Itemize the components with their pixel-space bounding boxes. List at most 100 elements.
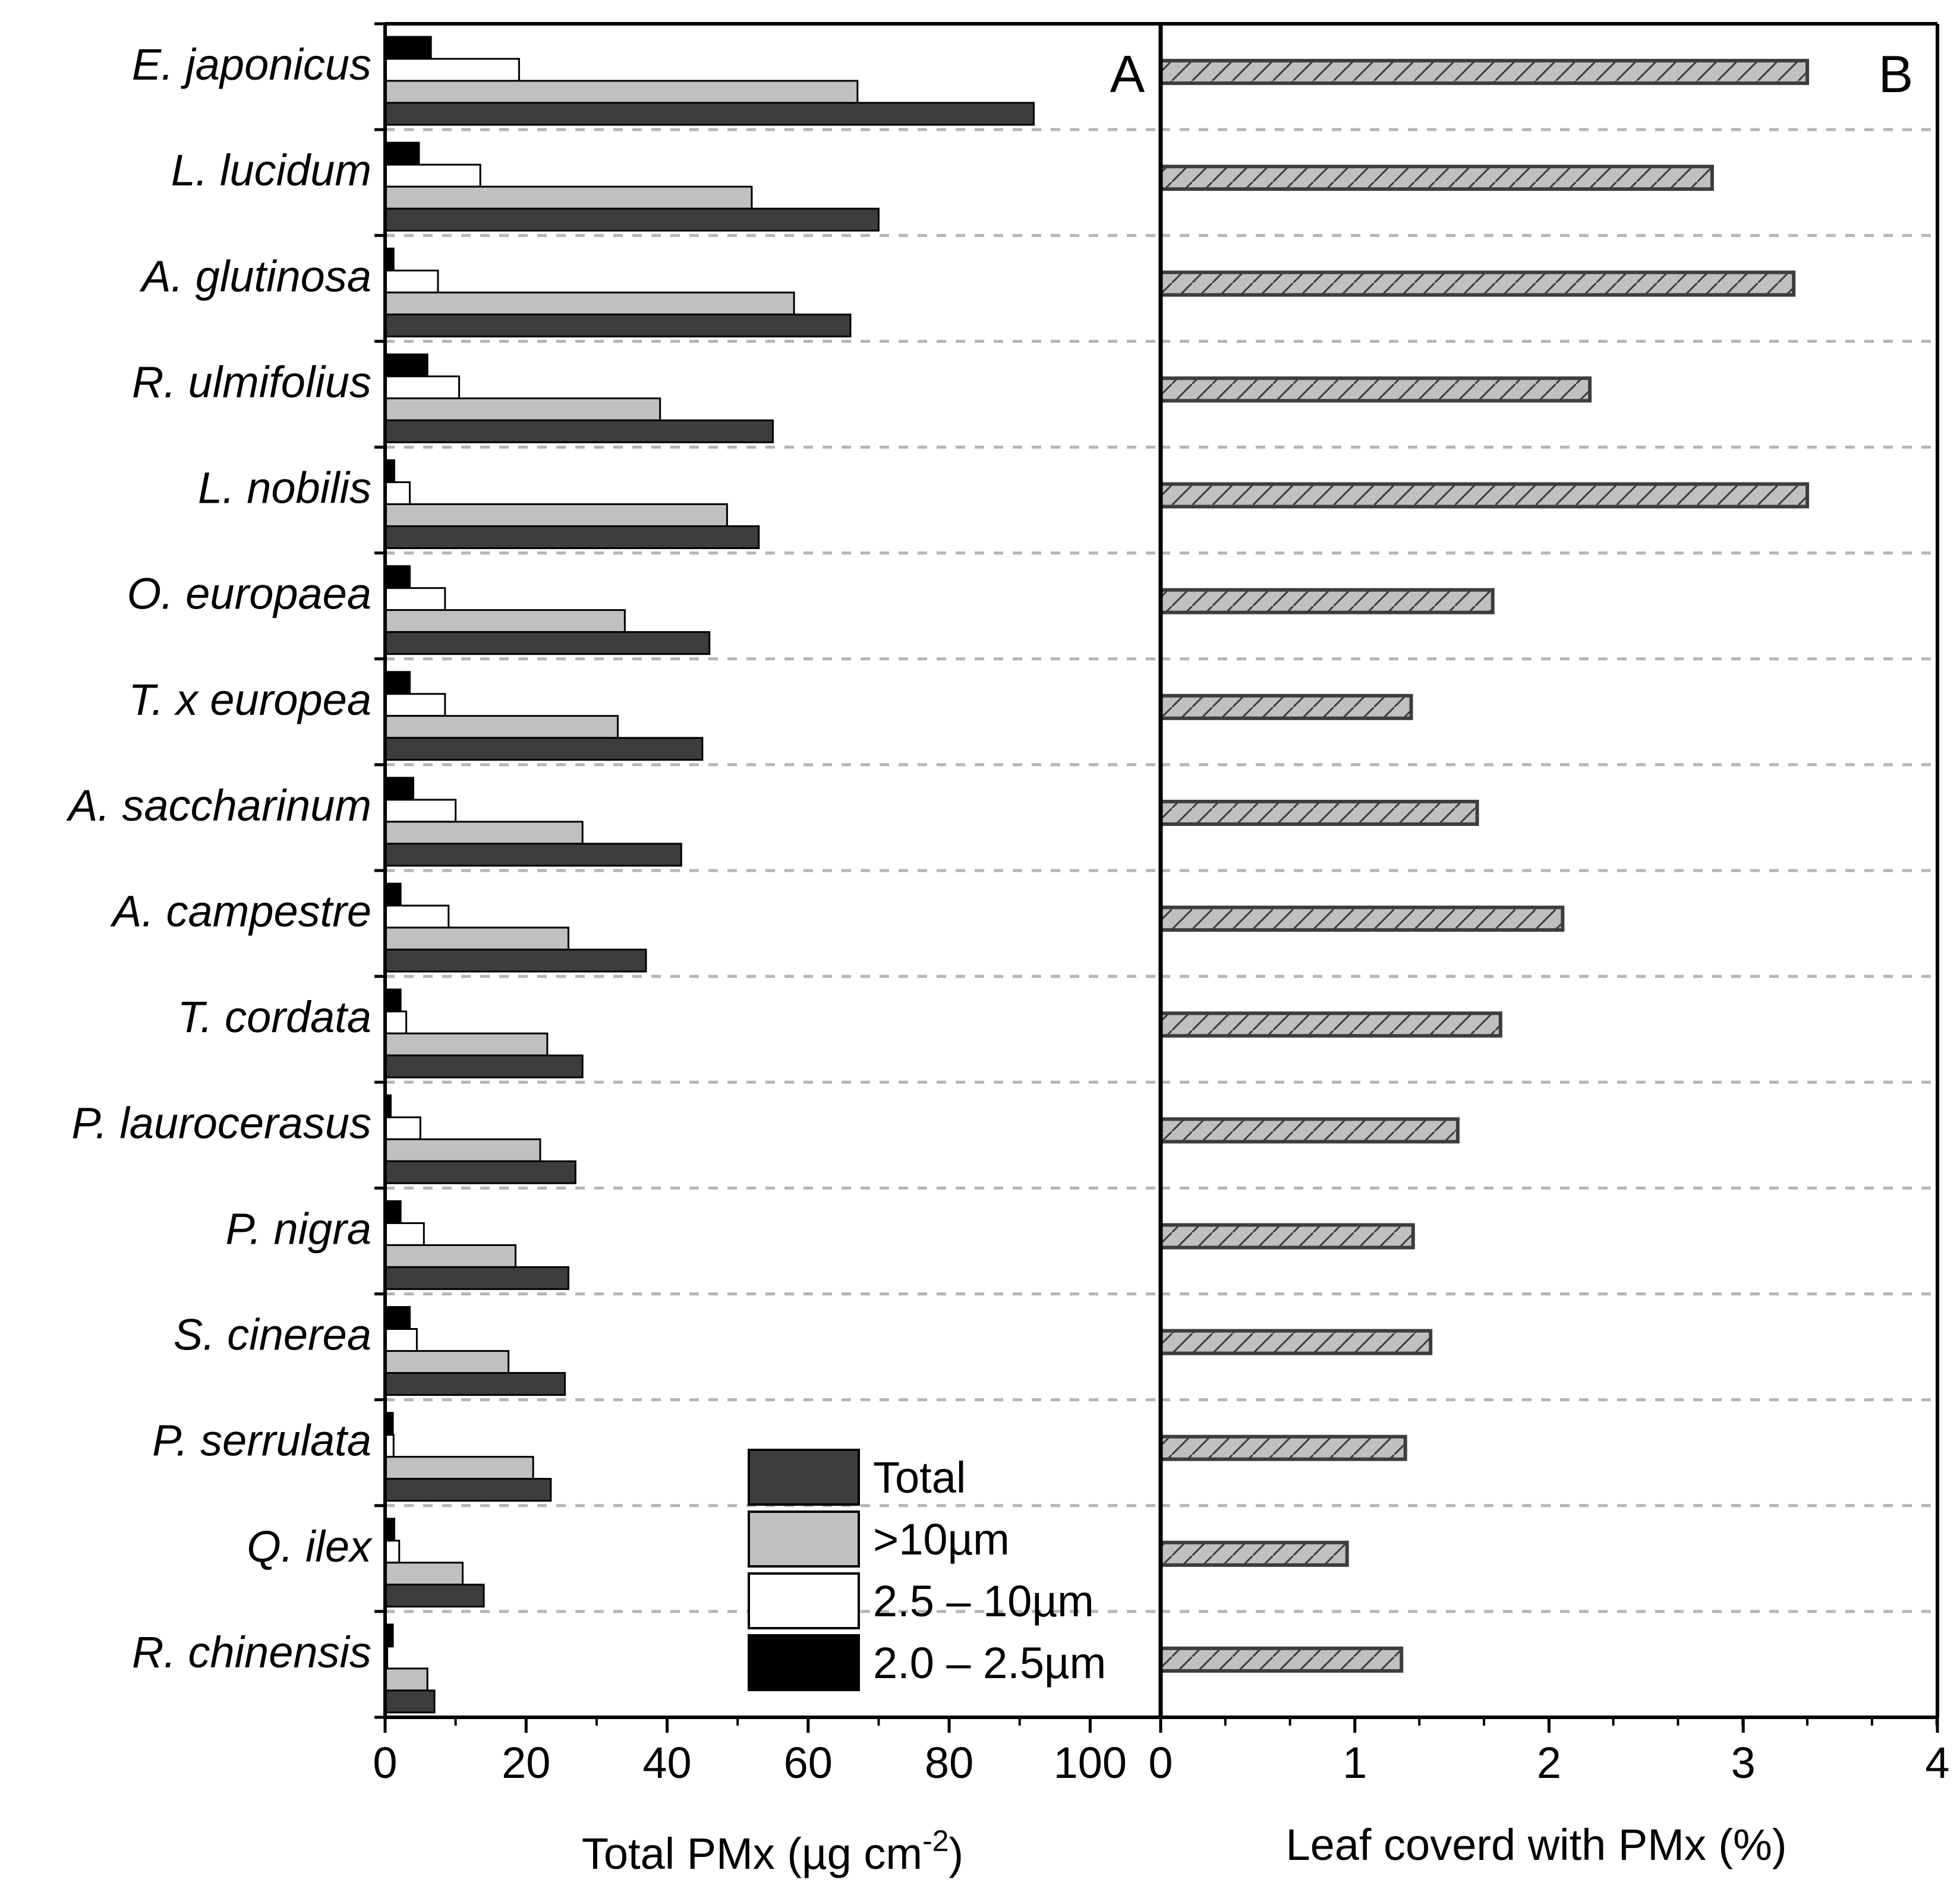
bar-a-2_0-2_5-1 bbox=[384, 141, 420, 166]
bar-b-8 bbox=[1159, 906, 1565, 932]
bar-a-gt10-10 bbox=[384, 1138, 541, 1162]
species-label: R. chinensis bbox=[132, 1628, 371, 1677]
species-label: T. x europea bbox=[128, 675, 371, 724]
bar-a-total-12 bbox=[384, 1372, 566, 1396]
bar-a-2_5-10-5 bbox=[384, 587, 446, 611]
bar-a-2_0-2_5-9 bbox=[384, 988, 402, 1013]
x-tick-label-a: 40 bbox=[642, 1738, 691, 1787]
species-label: A. campestre bbox=[110, 887, 371, 936]
species-label: A. saccharinum bbox=[66, 781, 371, 830]
bar-b-2 bbox=[1159, 270, 1796, 297]
species-label: A. glutinosa bbox=[139, 251, 371, 301]
bar-a-total-5 bbox=[384, 631, 711, 655]
bar-a-total-13 bbox=[384, 1478, 552, 1502]
bar-b-5 bbox=[1159, 588, 1495, 614]
x-axis-title-a: Total PMx (µg cm-2) bbox=[582, 1824, 963, 1878]
x-axis-title-a-text: Total PMx (µg cm bbox=[582, 1829, 922, 1878]
bar-a-2_0-2_5-11 bbox=[384, 1200, 402, 1224]
species-label: P. serrulata bbox=[152, 1416, 371, 1465]
bar-b-13 bbox=[1159, 1434, 1407, 1461]
bar-a-total-2 bbox=[384, 313, 852, 338]
panel-b-bars bbox=[1159, 59, 1810, 1673]
legend-label-3: 2.0 – 2.5µm bbox=[873, 1638, 1106, 1688]
bar-a-2_5-10-0 bbox=[384, 58, 520, 82]
species-label: Q. ilex bbox=[247, 1522, 373, 1571]
axes-layer bbox=[374, 22, 1939, 1733]
bar-a-2_0-2_5-3 bbox=[384, 353, 428, 377]
bar-a-2_5-10-1 bbox=[384, 163, 481, 188]
bar-a-gt10-8 bbox=[384, 926, 569, 951]
bar-a-total-14 bbox=[384, 1584, 485, 1608]
bar-a-gt10-13 bbox=[384, 1456, 534, 1480]
bar-b-7 bbox=[1159, 799, 1479, 826]
bar-b-14 bbox=[1159, 1540, 1349, 1567]
bar-b-4 bbox=[1159, 482, 1810, 509]
species-label: P. laurocerasus bbox=[71, 1098, 371, 1147]
bar-a-2_5-10-9 bbox=[384, 1010, 408, 1035]
legend-label-0: Total bbox=[873, 1453, 966, 1502]
bar-a-total-8 bbox=[384, 948, 647, 973]
bar-a-2_5-10-8 bbox=[384, 904, 450, 929]
x-axis-title-a-suffix: ) bbox=[949, 1829, 963, 1878]
species-label: O. europaea bbox=[127, 569, 371, 619]
species-label: S. cinerea bbox=[174, 1310, 371, 1360]
species-label: E. japonicus bbox=[132, 40, 371, 89]
bar-a-2_5-10-12 bbox=[384, 1328, 418, 1352]
x-tick-label-b: 2 bbox=[1537, 1738, 1561, 1787]
bar-a-total-1 bbox=[384, 207, 880, 232]
bar-a-total-3 bbox=[384, 419, 774, 443]
bar-a-gt10-12 bbox=[384, 1350, 510, 1374]
bar-a-gt10-2 bbox=[384, 291, 795, 316]
x-tick-label-b: 1 bbox=[1343, 1738, 1367, 1787]
legend-swatch-2 bbox=[748, 1572, 860, 1629]
bar-a-gt10-3 bbox=[384, 397, 661, 421]
bar-a-total-7 bbox=[384, 843, 682, 867]
bar-a-2_0-2_5-12 bbox=[384, 1306, 411, 1330]
x-tick-label-a: 20 bbox=[502, 1738, 550, 1787]
bar-a-total-9 bbox=[384, 1054, 584, 1079]
legend-label-1: >10µm bbox=[873, 1515, 1010, 1564]
bar-a-2_5-10-7 bbox=[384, 799, 457, 823]
labels-layer: E. japonicus L. lucidum A. glutinosa R. ulm… bbox=[66, 40, 1950, 1787]
x-tick-label-a: 80 bbox=[925, 1738, 973, 1787]
x-axis-title-a-superscript: -2 bbox=[922, 1824, 949, 1858]
bar-a-2_5-10-6 bbox=[384, 693, 446, 717]
bar-a-2_0-2_5-0 bbox=[384, 36, 432, 60]
legend-swatch-0 bbox=[748, 1449, 860, 1506]
bar-a-gt10-5 bbox=[384, 609, 626, 633]
bar-a-gt10-15 bbox=[384, 1667, 428, 1692]
bar-a-2_0-2_5-7 bbox=[384, 777, 414, 801]
legend-label-2: 2.5 – 10µm bbox=[873, 1576, 1094, 1626]
x-axis-title-b: Leaf coverd with PMx (%) bbox=[1285, 1820, 1786, 1869]
x-tick-label-b: 0 bbox=[1148, 1738, 1173, 1787]
bar-b-9 bbox=[1159, 1011, 1502, 1038]
bar-a-total-0 bbox=[384, 102, 1035, 126]
bar-a-2_5-10-11 bbox=[384, 1222, 425, 1246]
species-label: P. nigra bbox=[226, 1204, 372, 1253]
x-tick-label-b: 3 bbox=[1731, 1738, 1756, 1787]
bar-a-gt10-14 bbox=[384, 1562, 464, 1586]
legend-swatch-3 bbox=[748, 1634, 860, 1691]
species-label: R. ulmifolius bbox=[132, 357, 371, 406]
panel-label-b: B bbox=[1879, 45, 1914, 103]
bar-b-3 bbox=[1159, 376, 1592, 403]
bar-a-total-4 bbox=[384, 525, 760, 549]
bar-b-11 bbox=[1159, 1223, 1415, 1250]
x-tick-label-a: 60 bbox=[784, 1738, 833, 1787]
bar-a-total-15 bbox=[384, 1689, 436, 1714]
bar-a-2_0-2_5-6 bbox=[384, 671, 411, 695]
bar-a-2_5-10-4 bbox=[384, 481, 411, 505]
bar-a-gt10-0 bbox=[384, 80, 859, 104]
bar-a-gt10-1 bbox=[384, 185, 753, 210]
bar-a-total-11 bbox=[384, 1266, 569, 1290]
bar-b-15 bbox=[1159, 1646, 1404, 1673]
x-tick-label-b: 4 bbox=[1925, 1738, 1949, 1787]
bar-a-total-10 bbox=[384, 1160, 576, 1184]
bar-a-2_5-10-14 bbox=[384, 1540, 401, 1564]
bar-a-gt10-6 bbox=[384, 715, 619, 739]
bar-a-gt10-7 bbox=[384, 821, 584, 845]
bar-b-6 bbox=[1159, 693, 1413, 720]
bar-b-12 bbox=[1159, 1329, 1433, 1355]
legend-swatch-1 bbox=[748, 1511, 860, 1568]
